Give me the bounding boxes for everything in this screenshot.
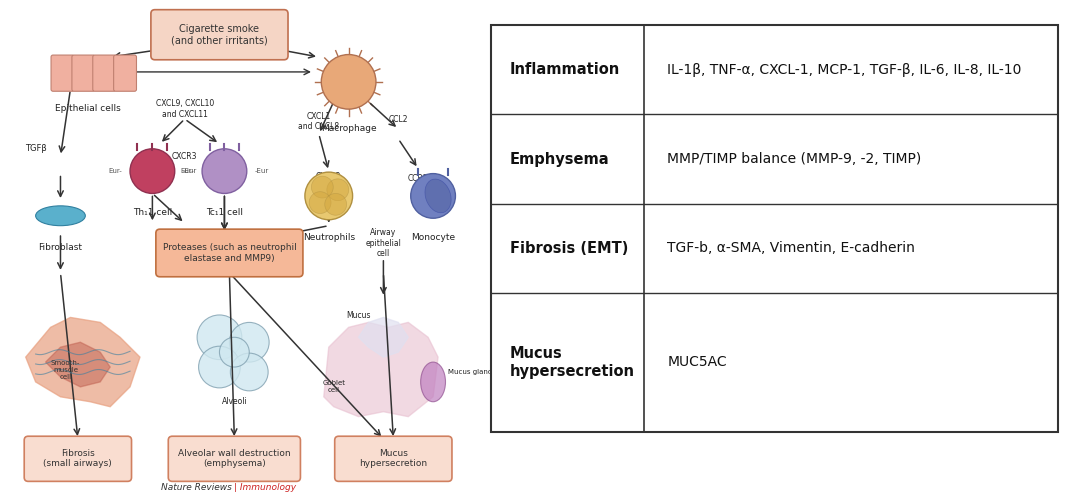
Text: Mucus gland: Mucus gland	[448, 369, 492, 375]
Text: Goblet
cell: Goblet cell	[322, 380, 346, 393]
Text: TGF-b, α-SMA, Vimentin, E-cadherin: TGF-b, α-SMA, Vimentin, E-cadherin	[667, 242, 915, 255]
Circle shape	[305, 172, 352, 220]
Text: CXCL1
and CXCL8: CXCL1 and CXCL8	[298, 112, 339, 131]
Circle shape	[229, 322, 269, 362]
Text: Eur-: Eur-	[109, 168, 123, 174]
FancyBboxPatch shape	[113, 55, 136, 91]
Text: Proteases (such as neutrophil
elastase and MMP9): Proteases (such as neutrophil elastase a…	[162, 243, 296, 263]
Circle shape	[311, 176, 334, 198]
Text: MUC5AC: MUC5AC	[667, 355, 727, 370]
Text: Macrophage: Macrophage	[321, 124, 377, 133]
Circle shape	[327, 179, 349, 201]
FancyBboxPatch shape	[491, 25, 1058, 432]
Circle shape	[322, 55, 376, 109]
Circle shape	[230, 353, 268, 391]
Circle shape	[130, 149, 175, 193]
Text: Monocyte: Monocyte	[411, 233, 455, 242]
FancyBboxPatch shape	[51, 55, 73, 91]
Circle shape	[219, 337, 249, 367]
FancyBboxPatch shape	[151, 10, 288, 60]
Text: Tc₁1 cell: Tc₁1 cell	[206, 208, 243, 217]
Polygon shape	[324, 322, 438, 417]
Text: TGFβ: TGFβ	[25, 144, 46, 153]
FancyBboxPatch shape	[24, 436, 132, 481]
Text: CXCR2: CXCR2	[316, 172, 341, 181]
Circle shape	[309, 191, 332, 213]
Text: Airway
epithelial
cell: Airway epithelial cell	[365, 228, 402, 258]
Circle shape	[199, 346, 241, 388]
Text: Emphysema: Emphysema	[510, 151, 609, 167]
Circle shape	[198, 315, 242, 360]
Polygon shape	[359, 317, 408, 357]
Text: CXCR3: CXCR3	[172, 152, 198, 161]
Text: Fibrosis (EMT): Fibrosis (EMT)	[510, 241, 629, 256]
Text: CCR2: CCR2	[408, 174, 429, 183]
Text: Th₁1 cell: Th₁1 cell	[133, 208, 172, 217]
Text: CCL2: CCL2	[389, 115, 408, 124]
Text: Neutrophils: Neutrophils	[302, 233, 355, 242]
Ellipse shape	[36, 206, 85, 226]
Text: Mucus: Mucus	[347, 311, 370, 320]
Text: CXCL9, CXCL10
and CXCL11: CXCL9, CXCL10 and CXCL11	[156, 99, 214, 119]
Circle shape	[325, 193, 347, 215]
Text: Mucus
hypersecretion: Mucus hypersecretion	[510, 346, 635, 378]
Text: Smooth-
muscle
cell: Smooth- muscle cell	[51, 360, 80, 379]
Text: Nature Reviews: Nature Reviews	[161, 483, 234, 492]
Circle shape	[410, 174, 456, 218]
Text: MMP/TIMP balance (MMP-9, -2, TIMP): MMP/TIMP balance (MMP-9, -2, TIMP)	[667, 152, 921, 166]
Text: Epithelial cells: Epithelial cells	[55, 104, 121, 113]
Text: Inflammation: Inflammation	[510, 62, 620, 77]
Text: Eur-: Eur-	[180, 168, 194, 174]
FancyBboxPatch shape	[335, 436, 451, 481]
Polygon shape	[45, 342, 110, 387]
Ellipse shape	[421, 362, 446, 402]
Text: -Eur: -Eur	[254, 168, 269, 174]
Text: Fibrosis
(small airways): Fibrosis (small airways)	[43, 449, 112, 469]
Ellipse shape	[424, 179, 451, 213]
Text: IL-1β, TNF-α, CXCL-1, MCP-1, TGF-β, IL-6, IL-8, IL-10: IL-1β, TNF-α, CXCL-1, MCP-1, TGF-β, IL-6…	[667, 62, 1022, 76]
FancyBboxPatch shape	[93, 55, 116, 91]
Text: Alveoli: Alveoli	[221, 397, 247, 406]
Polygon shape	[26, 317, 140, 407]
Text: -Eur: -Eur	[183, 168, 197, 174]
Text: | Immunology: | Immunology	[234, 483, 297, 492]
Circle shape	[202, 149, 247, 193]
Text: Mucus
hypersecretion: Mucus hypersecretion	[360, 449, 428, 469]
FancyBboxPatch shape	[168, 436, 300, 481]
Text: Fibroblast: Fibroblast	[39, 243, 82, 252]
FancyBboxPatch shape	[156, 229, 302, 277]
Text: Alveolar wall destruction
(emphysema): Alveolar wall destruction (emphysema)	[178, 449, 291, 469]
Text: Cigarette smoke
(and other irritants): Cigarette smoke (and other irritants)	[171, 24, 268, 46]
FancyBboxPatch shape	[72, 55, 95, 91]
